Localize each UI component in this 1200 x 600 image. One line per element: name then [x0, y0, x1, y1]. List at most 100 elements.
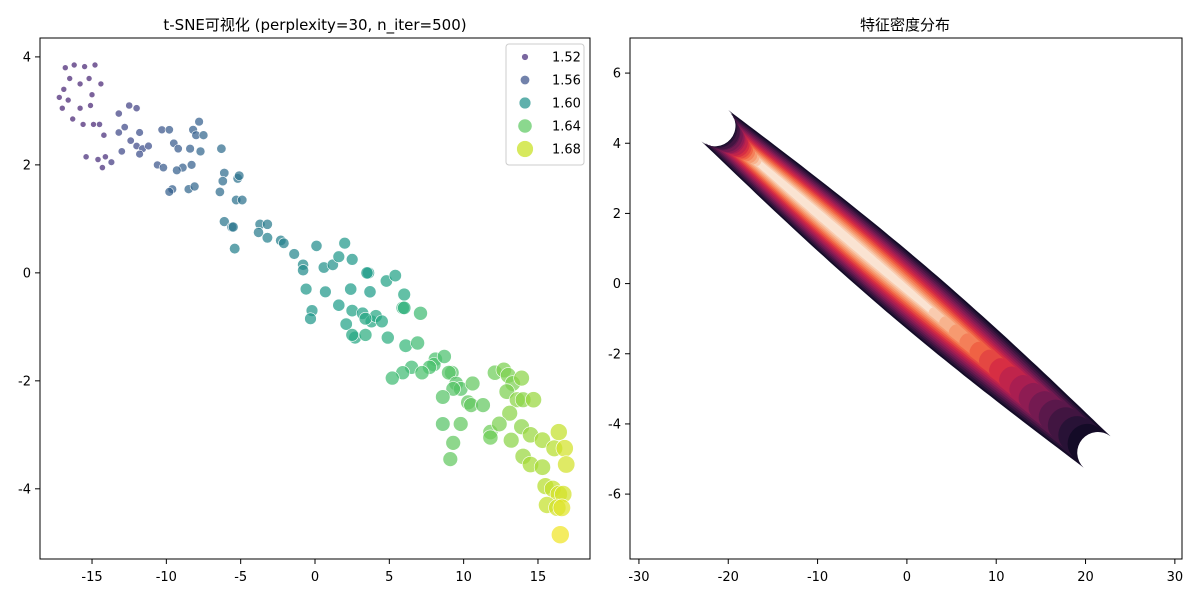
y-tick-label: 6: [613, 67, 621, 82]
scatter-point: [278, 237, 290, 249]
scatter-point: [164, 125, 174, 135]
scatter-point: [513, 369, 530, 387]
legend-marker: [518, 96, 532, 110]
scatter-point: [90, 121, 97, 128]
scatter-point: [397, 300, 412, 315]
scatter-point: [100, 131, 108, 139]
scatter-point: [195, 146, 206, 157]
scatter-point: [464, 375, 481, 392]
scatter-point: [132, 104, 141, 113]
scatter-point: [332, 298, 346, 312]
x-tick-label: 0: [311, 570, 319, 585]
scatter-point: [339, 317, 353, 331]
scatter-point: [69, 115, 76, 123]
scatter-point: [186, 160, 197, 170]
scatter-point: [288, 248, 300, 260]
scatter-point: [525, 391, 542, 409]
y-tick-label: -6: [608, 488, 621, 503]
scatter-point: [76, 104, 84, 112]
legend-marker: [521, 53, 529, 61]
legend-marker: [516, 140, 534, 158]
scatter-point: [299, 282, 313, 296]
scatter-point: [319, 285, 332, 298]
scatter-point: [62, 64, 69, 71]
scatter-point: [96, 121, 103, 128]
scatter-point: [435, 389, 451, 405]
y-tick-label: 2: [23, 158, 31, 173]
scatter-point: [58, 104, 66, 112]
density-contours-layer: [701, 110, 1111, 468]
density-plot-frame: [629, 37, 1183, 560]
scatter-point: [227, 221, 239, 233]
scatter-point: [94, 156, 102, 163]
tsne-x-ticks: -15 -10 -5 0 5 10 15: [81, 559, 546, 585]
legend-box: [505, 43, 585, 166]
scatter-point: [310, 239, 323, 252]
legend-marker: [517, 118, 533, 134]
scatter-point: [60, 86, 68, 93]
density-y-ticks: -6 -4 -2 0 2 4 6: [608, 67, 630, 503]
scatter-point: [219, 168, 230, 179]
scatter-point: [97, 80, 105, 88]
scatter-point: [445, 381, 461, 397]
x-tick-label: 10: [988, 570, 1005, 585]
tsne-points-layer: [55, 61, 576, 545]
scatter-point: [332, 250, 345, 263]
scatter-point: [552, 498, 571, 517]
scatter-point: [120, 123, 129, 132]
scatter-point: [475, 397, 491, 413]
legend-marker: [519, 75, 530, 86]
scatter-point: [253, 226, 264, 238]
scatter-point: [413, 305, 428, 321]
scatter-point: [157, 125, 167, 135]
scatter-point: [482, 429, 499, 446]
scatter-point: [297, 264, 309, 277]
x-tick-label: -10: [807, 570, 828, 585]
x-tick-label: 10: [455, 570, 472, 585]
x-tick-label: -15: [81, 570, 102, 585]
scatter-point: [237, 194, 248, 206]
x-tick-label: 5: [385, 570, 393, 585]
scatter-point: [398, 338, 413, 353]
y-tick-label: -4: [608, 417, 621, 432]
density-chart-title: 特征密度分布: [860, 16, 950, 34]
scatter-point: [81, 63, 88, 70]
scatter-point: [219, 216, 230, 227]
scatter-point: [435, 416, 451, 432]
scatter-point: [549, 423, 568, 441]
scatter-point: [82, 153, 90, 161]
scatter-point: [304, 312, 317, 325]
x-tick-label: 30: [1167, 570, 1184, 585]
scatter-point: [345, 328, 359, 342]
scatter-point: [414, 365, 430, 381]
scatter-point: [158, 163, 168, 173]
y-tick-label: 2: [613, 207, 621, 222]
legend-label: 1.64: [552, 120, 581, 135]
scatter-point: [261, 232, 274, 244]
scatter-point: [234, 170, 245, 181]
legend-label: 1.68: [552, 143, 581, 158]
x-tick-label: -20: [718, 570, 739, 585]
scatter-point: [442, 451, 458, 467]
scatter-point: [125, 101, 134, 110]
scatter-point: [388, 269, 402, 283]
scatter-point: [88, 91, 96, 98]
scatter-point: [384, 370, 400, 386]
y-tick-label: 0: [23, 266, 31, 281]
scatter-point: [117, 147, 126, 156]
density-contour-level: [756, 161, 934, 313]
scatter-point: [360, 266, 374, 280]
density-x-ticks: -30 -20 -10 0 10 20 30: [628, 559, 1183, 585]
legend-label: 1.60: [552, 97, 581, 112]
scatter-point: [453, 416, 469, 432]
scatter-point: [79, 121, 87, 128]
scatter-point: [135, 128, 144, 137]
scatter-point: [338, 237, 351, 250]
y-tick-label: -2: [608, 347, 621, 362]
scatter-point: [172, 165, 182, 176]
legend-label: 1.52: [552, 51, 581, 66]
y-tick-label: 0: [613, 277, 621, 292]
scatter-point: [555, 439, 574, 458]
